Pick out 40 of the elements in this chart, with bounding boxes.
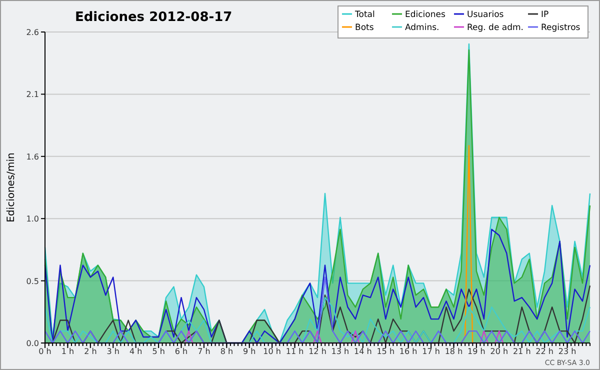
x-tick-label: 15 h (376, 347, 395, 356)
x-tick-label: 19 h (468, 347, 486, 356)
legend-label: Total (354, 10, 375, 20)
x-tick-label: 13 h (331, 347, 350, 356)
x-tick-label: 11 h (286, 347, 304, 356)
x-tick-label: 10 h (263, 347, 281, 356)
legend-label: Bots (355, 23, 374, 33)
y-tick-label: 0.0 (26, 339, 39, 348)
x-tick-label: 22 h (536, 347, 554, 356)
x-tick-label: 8 h (220, 347, 234, 356)
x-tick-label: 17 h (422, 347, 440, 356)
x-tick-label: 23 h (558, 347, 576, 356)
x-tick-label: 16 h (399, 347, 418, 356)
legend-label: Reg. de adm. (467, 23, 524, 33)
legend-label: Admins. (405, 23, 440, 33)
y-axis-title: Ediciones/min (6, 152, 17, 222)
x-tick-label: 4 h (129, 347, 142, 356)
x-tick-label: 3 h (106, 347, 120, 356)
y-tick-label: 2.1 (26, 90, 39, 100)
x-tick-label: 6 h (174, 347, 188, 356)
x-tick-label: 2 h (84, 347, 97, 356)
legend-label: Registros (541, 23, 581, 33)
x-tick-label: 14 h (354, 347, 372, 356)
legend-label: Ediciones (405, 10, 446, 20)
legend-label: Usuarios (467, 10, 504, 20)
chart-title: Ediciones 2012-08-17 (75, 10, 232, 25)
x-tick-label: 18 h (444, 347, 463, 356)
x-tick-label: 9 h (243, 347, 256, 356)
y-tick-label: 2.6 (26, 28, 39, 37)
x-tick-label: 5 h (152, 347, 165, 356)
x-tick-label: 20 h (490, 347, 508, 356)
x-tick-label: 1 h (61, 347, 74, 356)
y-tick-label: 1.6 (26, 152, 39, 162)
x-tick-label: 12 h (308, 347, 326, 356)
x-tick-label: 7 h (198, 347, 210, 356)
y-tick-label: 1.0 (26, 214, 39, 224)
x-tick-label: 0 h (38, 347, 52, 356)
y-tick-label: 0.5 (26, 276, 39, 286)
legend-label: IP (541, 10, 549, 20)
x-tick-label: 21 h (512, 347, 531, 356)
